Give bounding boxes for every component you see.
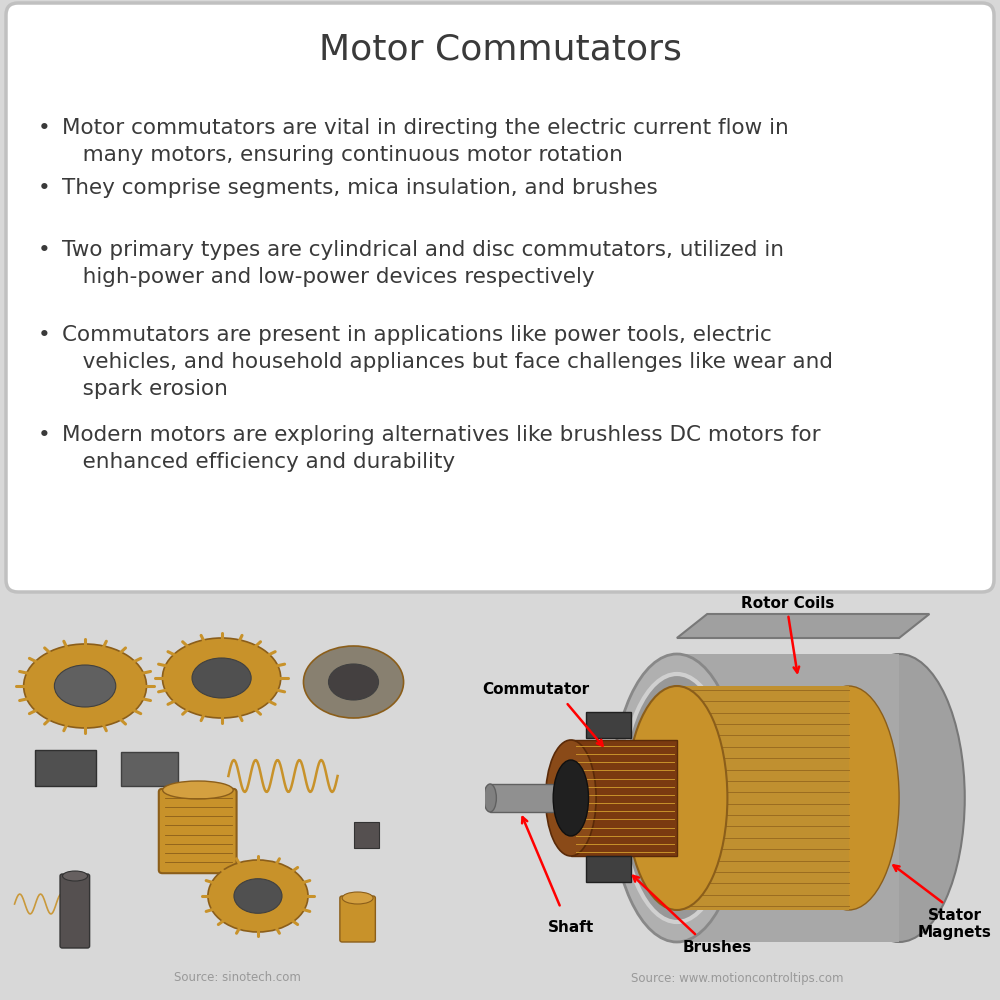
- Polygon shape: [571, 740, 677, 856]
- Ellipse shape: [546, 740, 596, 856]
- Ellipse shape: [553, 760, 589, 836]
- FancyBboxPatch shape: [6, 3, 994, 592]
- FancyBboxPatch shape: [60, 874, 90, 948]
- FancyBboxPatch shape: [35, 750, 96, 786]
- Text: Commutators are present in applications like power tools, electric
   vehicles, : Commutators are present in applications …: [62, 325, 833, 399]
- Ellipse shape: [192, 658, 251, 698]
- Ellipse shape: [798, 686, 899, 910]
- Text: •: •: [38, 425, 51, 445]
- FancyBboxPatch shape: [354, 822, 379, 848]
- Text: Motor commutators are vital in directing the electric current flow in
   many mo: Motor commutators are vital in directing…: [62, 118, 789, 165]
- Text: Commutator: Commutator: [482, 682, 589, 698]
- Ellipse shape: [342, 892, 373, 904]
- FancyBboxPatch shape: [586, 856, 631, 882]
- Text: Two primary types are cylindrical and disc commutators, utilized in
   high-powe: Two primary types are cylindrical and di…: [62, 240, 784, 287]
- Text: Motor Commutators: Motor Commutators: [319, 33, 681, 67]
- Ellipse shape: [833, 654, 965, 942]
- Ellipse shape: [484, 784, 496, 812]
- Text: Brushes: Brushes: [683, 940, 752, 956]
- Text: Source: sinotech.com: Source: sinotech.com: [174, 971, 301, 984]
- FancyBboxPatch shape: [340, 896, 375, 942]
- Ellipse shape: [63, 871, 88, 881]
- FancyBboxPatch shape: [586, 712, 631, 738]
- Ellipse shape: [611, 654, 743, 942]
- Ellipse shape: [621, 674, 732, 922]
- FancyBboxPatch shape: [159, 789, 237, 873]
- Ellipse shape: [328, 664, 379, 700]
- Text: Modern motors are exploring alternatives like brushless DC motors for
   enhance: Modern motors are exploring alternatives…: [62, 425, 821, 472]
- Text: They comprise segments, mica insulation, and brushes: They comprise segments, mica insulation,…: [62, 178, 658, 198]
- Text: Shaft: Shaft: [548, 920, 594, 936]
- Ellipse shape: [626, 686, 727, 910]
- Polygon shape: [677, 686, 849, 910]
- Text: •: •: [38, 325, 51, 345]
- Ellipse shape: [162, 638, 281, 718]
- FancyBboxPatch shape: [121, 752, 178, 786]
- Text: Stator
Magnets: Stator Magnets: [918, 908, 992, 940]
- Ellipse shape: [303, 646, 404, 718]
- Polygon shape: [490, 784, 571, 812]
- Polygon shape: [677, 654, 899, 942]
- Text: Source: www.motioncontroltips.com: Source: www.motioncontroltips.com: [631, 972, 844, 985]
- Ellipse shape: [54, 665, 116, 707]
- Ellipse shape: [24, 644, 146, 728]
- Text: •: •: [38, 240, 51, 260]
- Ellipse shape: [163, 781, 233, 799]
- Polygon shape: [677, 614, 929, 638]
- Text: •: •: [38, 178, 51, 198]
- Text: •: •: [38, 118, 51, 138]
- Ellipse shape: [234, 879, 282, 913]
- Ellipse shape: [208, 860, 308, 932]
- Text: Rotor Coils: Rotor Coils: [741, 596, 835, 611]
